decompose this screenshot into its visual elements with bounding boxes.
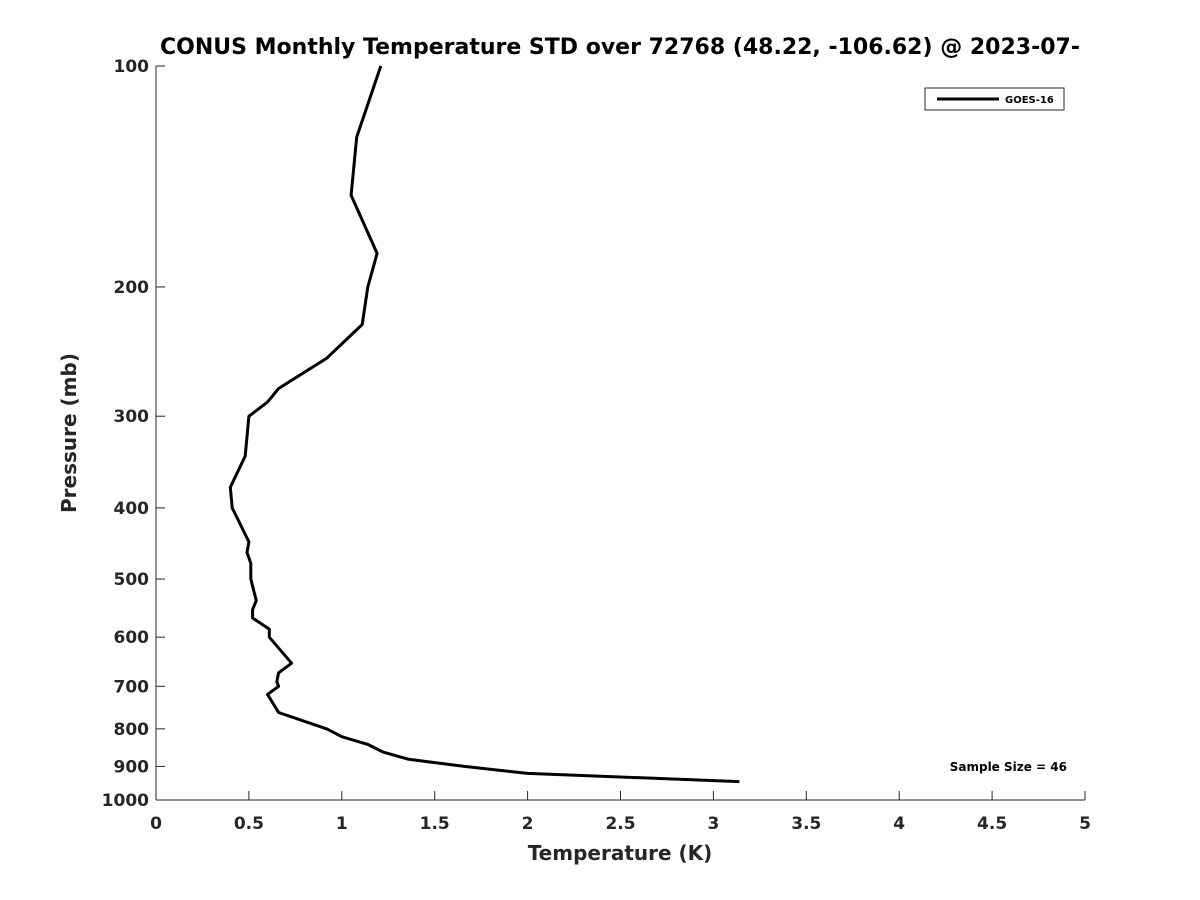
x-tick-label: 0.5 xyxy=(234,814,264,834)
x-tick-label: 2.5 xyxy=(605,814,635,834)
y-tick-label: 100 xyxy=(114,57,150,77)
x-tick-label: 1 xyxy=(336,814,348,834)
legend: GOES-16 xyxy=(924,87,1065,111)
x-tick-label: 5 xyxy=(1079,814,1091,834)
y-tick-label: 700 xyxy=(114,677,150,697)
series-line-goes-16 xyxy=(228,65,740,784)
y-tick-label: 400 xyxy=(114,499,150,519)
x-tick-label: 1.5 xyxy=(420,814,450,834)
y-axis-ticks: 100 200 300 400 500 600 700 800 900 1000 xyxy=(102,57,165,811)
x-tick-label: 2 xyxy=(522,814,534,834)
x-tick-label: 0 xyxy=(150,814,162,834)
y-tick-label: 200 xyxy=(114,278,150,298)
legend-label-goes-16: GOES-16 xyxy=(1005,95,1054,106)
x-tick-label: 3 xyxy=(707,814,719,834)
y-tick-label: 900 xyxy=(114,757,150,777)
x-tick-label: 4 xyxy=(893,814,905,834)
x-tick-label: 3.5 xyxy=(791,814,821,834)
y-tick-label: 1000 xyxy=(102,791,149,811)
x-tick-label: 4.5 xyxy=(977,814,1007,834)
chart-title: CONUS Monthly Temperature STD over 72768… xyxy=(160,35,1080,60)
y-axis-label: Pressure (mb) xyxy=(57,353,81,513)
y-tick-label: 300 xyxy=(114,407,150,427)
y-tick-label: 600 xyxy=(114,628,150,648)
x-axis-ticks: 0 0.5 1 1.5 2 2.5 3 3.5 4 4.5 5 xyxy=(150,791,1091,834)
sample-size-annotation: Sample Size = 46 xyxy=(950,760,1067,774)
x-axis-label: Temperature (K) xyxy=(528,841,713,865)
y-tick-label: 500 xyxy=(114,570,150,590)
y-tick-label: 800 xyxy=(114,720,150,740)
